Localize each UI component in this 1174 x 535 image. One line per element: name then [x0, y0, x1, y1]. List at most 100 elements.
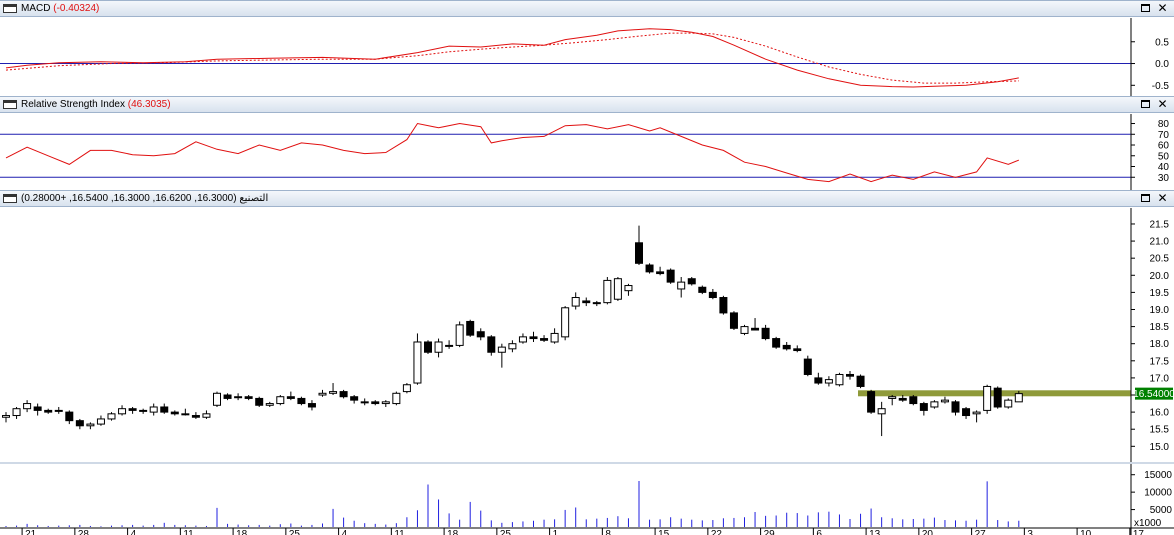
- candle-body: [951, 401, 960, 413]
- candle-body: [561, 307, 570, 338]
- window-icon: [3, 100, 17, 109]
- price-y-tick-label: 18.5: [1150, 322, 1170, 333]
- candle-body: [740, 326, 749, 334]
- time-tick-label: 18: [447, 529, 459, 535]
- candle-body: [160, 406, 169, 413]
- time-tick-label: 13: [869, 529, 881, 535]
- candle-body: [265, 403, 274, 406]
- candle-body: [44, 409, 53, 413]
- candle-body: [487, 336, 496, 353]
- candle-body: [751, 327, 760, 331]
- macd-series-2: [5, 32, 1019, 84]
- candle-body: [307, 403, 316, 408]
- candle-body: [413, 341, 422, 384]
- time-tick-label: 10: [1080, 529, 1092, 535]
- maximize-icon[interactable]: [1139, 3, 1152, 15]
- candle-body: [687, 278, 696, 285]
- candle-body: [255, 397, 264, 406]
- candle-body: [297, 397, 306, 405]
- candle-body: [497, 346, 506, 353]
- rsi-y-tick-label: 80: [1158, 119, 1170, 130]
- candle-body: [962, 408, 971, 417]
- candle-body: [846, 373, 854, 377]
- rsi-y-tick-label: 40: [1158, 162, 1170, 173]
- time-tick-label: 4: [342, 529, 348, 535]
- candle-body: [983, 385, 992, 411]
- rsi-title: Relative Strength Index (46.3035): [21, 99, 171, 110]
- time-tick-label: 28: [78, 529, 90, 535]
- candle-body: [835, 373, 844, 386]
- price-y-tick-label: 21.0: [1150, 237, 1170, 248]
- candle-body: [803, 358, 812, 375]
- close-icon[interactable]: ✕: [1157, 191, 1168, 205]
- price-pane: التصنيع (16.3000, 16.6200, 16.3000, 16.5…: [0, 190, 1174, 535]
- candle-body: [286, 396, 295, 399]
- candle-body: [318, 392, 327, 396]
- candle-body: [424, 341, 432, 353]
- candle-body: [139, 409, 148, 412]
- candle-body: [698, 286, 707, 293]
- volume-y-tick-label: 10000: [1144, 488, 1172, 499]
- volume-y-tick-label: 15000: [1144, 470, 1172, 481]
- time-tick-label: 25: [289, 529, 301, 535]
- candle-body: [940, 399, 949, 403]
- time-tick-label: 17: [1133, 529, 1145, 535]
- time-tick-label: 15: [658, 529, 670, 535]
- candle-body: [677, 281, 686, 290]
- macd-series-1: [5, 28, 1019, 88]
- price-y-tick-label: 20.0: [1150, 271, 1170, 282]
- price-title-label: التصنيع: [239, 193, 269, 204]
- candle-body: [234, 396, 243, 399]
- candle-body: [466, 320, 475, 336]
- price-chart: 21.5 21.0 20.5 20.0 19.5 19.0 18.5 18.0 17.5 17.0…: [0, 208, 1174, 535]
- close-icon[interactable]: ✕: [1157, 1, 1168, 15]
- candle-body: [107, 413, 116, 420]
- macd-titlebar[interactable]: MACD (-0.40324) ✕: [0, 0, 1174, 17]
- candle-body: [86, 423, 95, 427]
- candle-body: [592, 302, 601, 305]
- candle-body: [2, 415, 10, 418]
- candle-body: [170, 411, 179, 415]
- candle-body: [719, 297, 728, 314]
- time-tick-label: 21: [25, 529, 37, 535]
- candle-body: [96, 418, 105, 425]
- candle-body: [75, 420, 84, 427]
- time-tick-label: 20: [922, 529, 934, 535]
- candle-body: [65, 411, 74, 422]
- close-icon[interactable]: ✕: [1157, 97, 1168, 111]
- price-titlebar[interactable]: التصنيع (16.3000, 16.6200, 16.3000, 16.5…: [0, 190, 1174, 207]
- candle-body: [540, 338, 549, 341]
- rsi-titlebar[interactable]: Relative Strength Index (46.3035) ✕: [0, 96, 1174, 113]
- price-y-tick-label: 16.0: [1150, 408, 1170, 419]
- macd-y-tick-label: 0.0: [1155, 59, 1169, 70]
- candle-body: [656, 271, 665, 275]
- maximize-icon[interactable]: [1139, 99, 1152, 111]
- candle-body: [856, 375, 865, 387]
- candle-body: [550, 332, 559, 343]
- candle-body: [202, 413, 211, 418]
- candle-body: [877, 408, 886, 415]
- rsi-title-value: (46.3035): [127, 99, 171, 110]
- candle-body: [761, 327, 770, 340]
- time-tick-label: 3: [1027, 529, 1033, 535]
- candle-body: [402, 384, 411, 393]
- candle-body: [191, 415, 200, 418]
- maximize-icon[interactable]: [1139, 193, 1152, 205]
- candle-body: [1004, 399, 1013, 408]
- rsi-y-tick-label: 60: [1158, 141, 1170, 152]
- candle-body: [33, 406, 42, 411]
- candle-body: [919, 403, 928, 411]
- time-tick-label: 4: [131, 529, 137, 535]
- candle-body: [909, 396, 918, 405]
- candle-body: [582, 300, 591, 304]
- time-tick-label: 29: [764, 529, 776, 535]
- candle-body: [518, 336, 527, 343]
- rsi-title-label: Relative Strength Index: [21, 99, 125, 110]
- candle-body: [898, 397, 907, 401]
- time-tick-label: 6: [816, 529, 822, 535]
- candle-body: [624, 285, 633, 292]
- candle-body: [476, 331, 485, 338]
- candle-body: [392, 392, 401, 405]
